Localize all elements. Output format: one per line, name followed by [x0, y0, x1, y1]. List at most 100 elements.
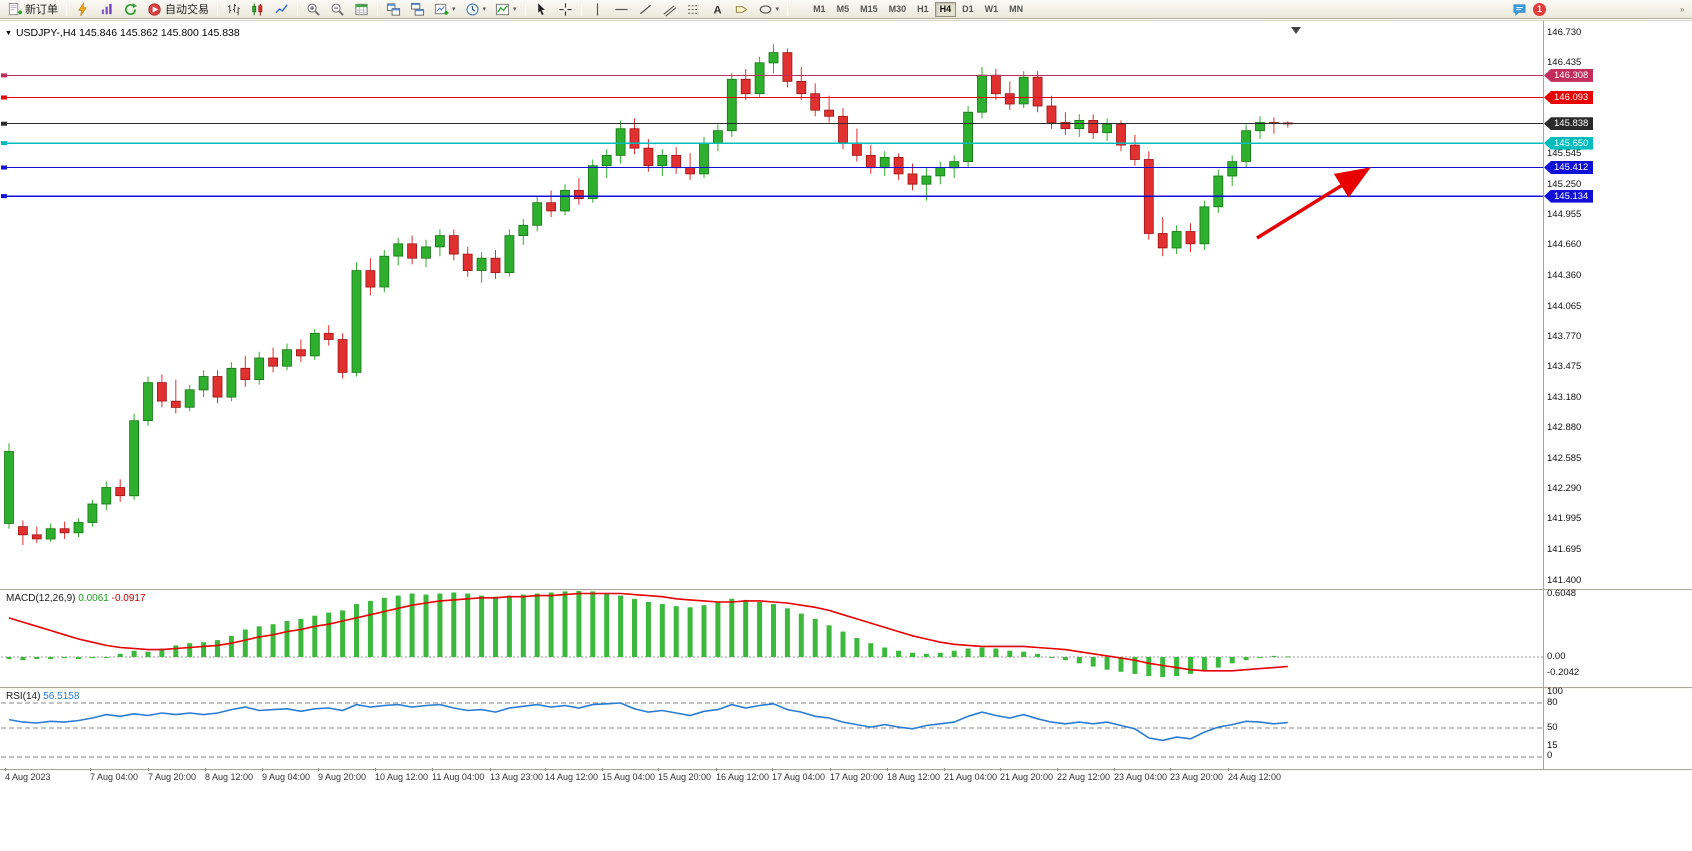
macd-panel-canvas[interactable]: [1, 591, 1543, 687]
candle-body: [17, 526, 28, 536]
data-window-button[interactable]: [95, 1, 118, 18]
periods-button[interactable]: ▾: [461, 1, 491, 18]
time-axis[interactable]: 4 Aug 2023 7 Aug 04:00 7 Aug 20:00 8 Aug 12…: [0, 768, 1543, 786]
price-level-badge[interactable]: 146.308: [1544, 68, 1594, 82]
price-level-badge[interactable]: 145.134: [1544, 189, 1594, 203]
macd-histogram-bar: [1229, 657, 1235, 664]
macd-histogram-bar: [1118, 657, 1124, 672]
candle-body: [546, 202, 556, 212]
fibonacci-icon: [687, 4, 699, 14]
candle-body: [1157, 233, 1168, 249]
cascade-windows-button[interactable]: [406, 1, 429, 18]
timeframe-button-M1[interactable]: M1: [808, 2, 831, 17]
candle-body: [782, 52, 793, 82]
macd-histogram-bar: [979, 647, 985, 657]
notification-badge[interactable]: 1: [1533, 3, 1546, 16]
macd-histogram-bar: [1090, 657, 1096, 667]
price-chart-canvas[interactable]: [1, 25, 1543, 588]
strategy-tester-button[interactable]: [350, 1, 373, 18]
refresh-button[interactable]: [119, 1, 142, 18]
macd-histogram-bar: [340, 610, 346, 657]
macd-histogram-bar: [395, 595, 401, 657]
macd-histogram-bar: [1188, 657, 1193, 674]
candle-body: [629, 128, 640, 149]
vertical-line-button[interactable]: [586, 1, 609, 18]
chat-bubble-icon: [1513, 4, 1526, 16]
chart-candles-button[interactable]: [246, 1, 269, 18]
macd-histogram-bar: [618, 595, 624, 657]
label-tag-icon: [735, 5, 748, 13]
autotrading-button[interactable]: 自动交易: [143, 1, 213, 18]
experts-button[interactable]: [71, 1, 94, 18]
macd-histogram-bar: [798, 613, 804, 657]
indicators-button[interactable]: ▾: [491, 1, 521, 18]
timeframe-button-H1[interactable]: H1: [912, 2, 934, 17]
rsi-panel-canvas[interactable]: [1, 689, 1543, 768]
fibonacci-button[interactable]: [682, 1, 705, 18]
macd-histogram-bar: [576, 591, 582, 657]
rsi-axis-label: 15: [1547, 740, 1558, 751]
macd-histogram-bar: [117, 653, 123, 657]
macd-histogram-bar: [298, 618, 304, 657]
timeframe-button-H4[interactable]: H4: [934, 1, 957, 17]
new-chart-button[interactable]: ▾: [430, 1, 460, 18]
horizontal-line-button[interactable]: [610, 1, 633, 18]
macd-histogram-bar: [1174, 657, 1180, 676]
candle-body: [448, 235, 459, 255]
text-button[interactable]: A: [706, 1, 729, 18]
price-level-badge[interactable]: 145.650: [1544, 136, 1594, 150]
timeframe-button-M15[interactable]: M15: [855, 2, 883, 17]
candle-body: [115, 487, 126, 497]
candle-body: [726, 78, 737, 132]
candle-body: [379, 255, 390, 288]
candle-body: [810, 93, 821, 111]
cursor-button[interactable]: [530, 1, 553, 18]
macd-histogram-bar: [242, 629, 248, 657]
macd-histogram-bar: [993, 648, 999, 657]
price-axis-label: 143.770: [1547, 330, 1582, 342]
timeframe-button-M30[interactable]: M30: [884, 2, 912, 17]
trendline-button[interactable]: [634, 1, 657, 18]
candle-body: [1116, 124, 1126, 146]
channel-button[interactable]: [658, 1, 681, 18]
time-axis-label: 14 Aug 12:00: [545, 768, 599, 782]
candle-body: [893, 156, 904, 175]
candle-body: [643, 147, 654, 167]
zoom-in-button[interactable]: [302, 1, 325, 18]
new-order-label: 新订单: [25, 4, 58, 16]
timeframe-button-D1[interactable]: D1: [957, 2, 979, 17]
new-order-button[interactable]: 新订单: [3, 1, 62, 18]
expander-triangle-icon[interactable]: ▼: [5, 29, 12, 37]
timeframe-button-W1[interactable]: W1: [980, 2, 1004, 17]
timeframe-button-M5[interactable]: M5: [832, 2, 855, 17]
label-button[interactable]: [730, 1, 753, 18]
macd-histogram-bar: [145, 651, 151, 657]
macd-histogram-bar: [896, 650, 902, 657]
toolbar-overflow-icon[interactable]: »: [1680, 5, 1685, 14]
text-a-icon: A: [713, 4, 721, 16]
chart-shift-marker-icon[interactable]: [1291, 27, 1301, 34]
shapes-button[interactable]: ▾: [754, 1, 784, 18]
time-axis-label: 16 Aug 12:00: [716, 768, 770, 782]
price-level-badge[interactable]: 145.838: [1544, 117, 1594, 131]
annotation-arrow[interactable]: [1256, 167, 1371, 240]
vertical-line-icon: [596, 2, 598, 16]
time-axis-label: 15 Aug 04:00: [602, 768, 656, 782]
macd-histogram-bar: [201, 642, 207, 657]
tile-windows-button[interactable]: [382, 1, 405, 18]
chart-bars-button[interactable]: [222, 1, 245, 18]
chat-button[interactable]: [1512, 2, 1527, 17]
lightning-icon: [78, 1, 87, 16]
macd-histogram-bar: [812, 618, 818, 657]
time-axis-label: 11 Aug 04:00: [432, 768, 485, 782]
panel-separator[interactable]: [0, 687, 1692, 689]
price-level-badge[interactable]: 146.093: [1544, 91, 1594, 104]
chart-line-button[interactable]: [270, 1, 293, 18]
candle-body: [129, 420, 140, 497]
candle-body: [754, 62, 765, 94]
crosshair-button[interactable]: [554, 1, 577, 18]
timeframe-button-MN[interactable]: MN: [1004, 2, 1028, 17]
price-level-badge[interactable]: 145.412: [1544, 161, 1594, 174]
panel-separator[interactable]: [0, 589, 1692, 591]
zoom-out-button[interactable]: [326, 1, 349, 18]
